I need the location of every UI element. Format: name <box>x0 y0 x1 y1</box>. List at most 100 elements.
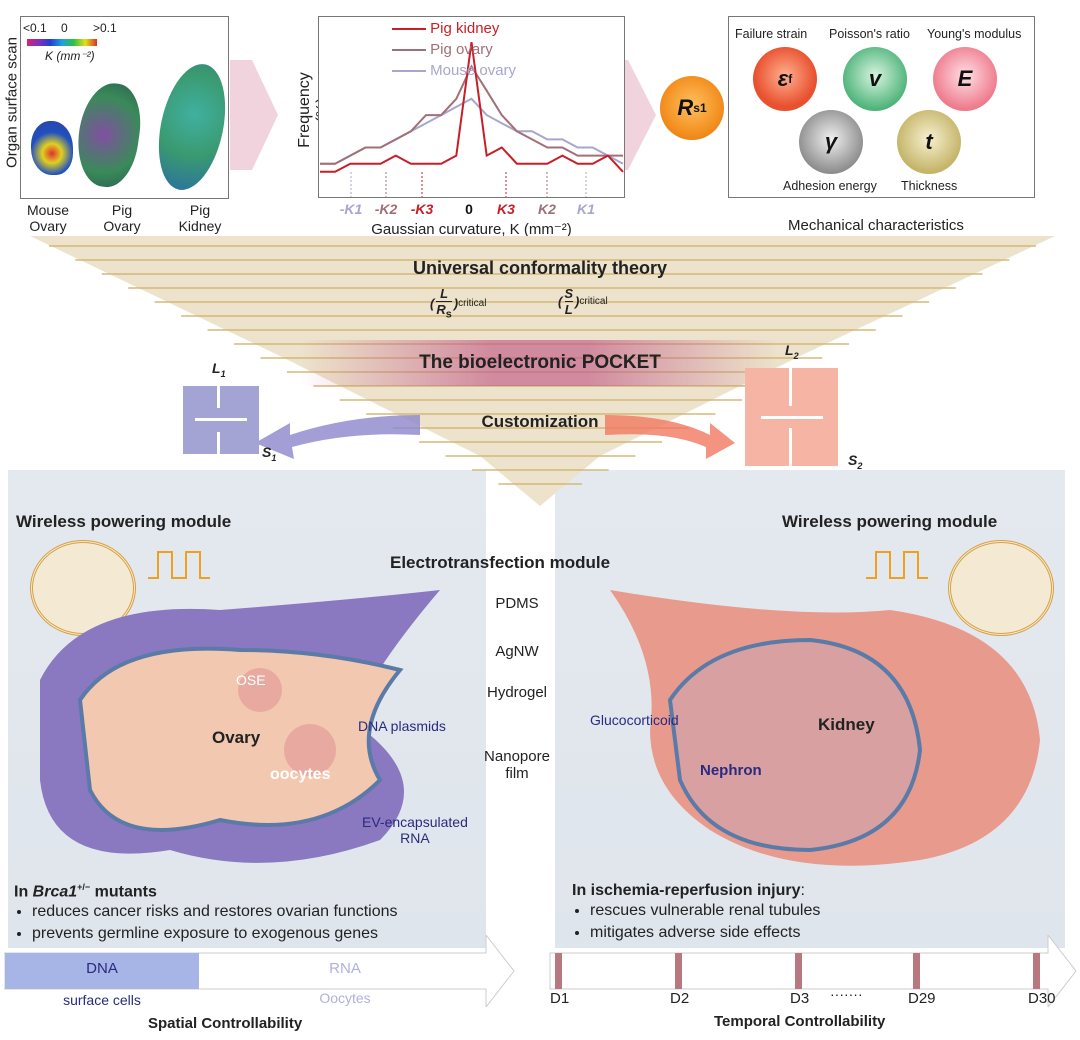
tick-label-k2: K2 <box>538 201 556 217</box>
device-right-L: L2 <box>785 342 799 361</box>
kidney-illustration <box>610 590 1040 866</box>
mechanical-caption: Mechanical characteristics <box>788 217 964 234</box>
pulse-icon <box>866 551 928 579</box>
surface-cells-label: surface cells <box>63 992 141 1008</box>
right-bullet: rescues vulnerable renal tubules <box>590 900 820 922</box>
arrow-left-icon <box>255 415 420 459</box>
right-findings: In ischemia-reperfusion injury: rescues … <box>572 882 820 944</box>
arrow-right-icon <box>605 415 735 459</box>
tick-label-k3: K3 <box>497 201 515 217</box>
temporal-caption: Temporal Controllability <box>714 1013 886 1030</box>
organ-scan-box: <0.1 0 >0.1 K (mm⁻²) <box>20 16 236 199</box>
theory-title: Universal conformality theory <box>412 258 668 278</box>
colorbar-max: >0.1 <box>93 21 117 35</box>
day-label: D29 <box>908 990 936 1007</box>
label-poissons-ratio: Poisson's ratio <box>829 27 910 41</box>
tick-label-zero: 0 <box>465 201 473 217</box>
organ-label-pig-kidney: Pig Kidney <box>178 202 222 235</box>
scan-axis-label: Organ surface scan <box>3 37 21 168</box>
customization-label: Customization <box>481 412 599 431</box>
kidney-label: Kidney <box>818 715 875 734</box>
legend-item-pig-kidney: Pig kidney <box>392 18 516 39</box>
colorbar-mid: 0 <box>61 21 68 35</box>
day-label: D3 <box>790 990 810 1007</box>
layer-pdms: PDMS <box>495 595 539 612</box>
right-wireless-title: Wireless powering module <box>782 512 998 531</box>
mouse-ovary-scan <box>31 121 73 175</box>
layer-agnw: AgNW <box>495 643 539 660</box>
rs1-sub: s1 <box>693 101 707 115</box>
mechanical-box: Failure strain Poisson's ratio Young's m… <box>728 16 1035 198</box>
timeline-marker <box>555 953 562 989</box>
pig-ovary-scan <box>72 79 146 191</box>
tick-label-neg-k3: -K3 <box>410 201 434 217</box>
label-youngs-modulus: Young's modulus <box>927 27 1022 41</box>
organ-label-mouse-ovary: Mouse Ovary <box>26 202 70 235</box>
spatial-caption: Spatial Controllability <box>148 1015 303 1032</box>
device-left <box>183 386 259 454</box>
label-thickness: Thickness <box>901 179 958 193</box>
timeline-marker <box>675 953 682 989</box>
right-coil-icon <box>948 540 1054 636</box>
chevron-arrow-icon <box>230 60 278 170</box>
dna-plasmids-label: DNA plasmids <box>358 718 446 734</box>
tick-label-neg-k2: -K2 <box>374 201 398 217</box>
layer-hydrogel: Hydrogel <box>486 684 548 701</box>
timeline-marker <box>913 953 920 989</box>
legend-item-pig-ovary: Pig ovary <box>392 39 516 60</box>
left-bullet: prevents germline exposure to exogenous … <box>32 923 398 945</box>
chart-ticks: -K1 -K2 -K3 0 K3 K2 K1 <box>318 201 625 221</box>
legend-item-mouse-ovary: Mouse ovary <box>392 60 516 81</box>
device-right <box>745 368 838 466</box>
nephron-label: Nephron <box>700 762 762 779</box>
organ-label-pig-ovary: Pig Ovary <box>103 202 141 235</box>
pocket-banner: The bioelectronic POCKET <box>300 340 780 386</box>
left-findings-heading: In Brca1+/− mutants <box>14 882 157 901</box>
right-findings-heading: In ischemia-reperfusion injury: <box>572 882 805 899</box>
right-bullet: mitigates adverse side effects <box>590 922 820 944</box>
dna-label: DNA <box>86 960 118 977</box>
device-right-S: S2 <box>848 452 863 471</box>
day-label: D1 <box>550 990 570 1007</box>
timeline-days: D1 D2 D3 D29 D30 <box>548 990 1078 1010</box>
label-adhesion-energy: Adhesion energy <box>783 179 877 193</box>
left-bullet: reduces cancer risks and restores ovaria… <box>32 901 398 923</box>
ev-rna-label: EV-encapsulated RNA <box>362 814 468 846</box>
colorbar-min: <0.1 <box>23 21 47 35</box>
spatial-arrow <box>4 935 515 1007</box>
device-left-S: S1 <box>262 444 277 463</box>
device-left-L: L1 <box>212 360 226 379</box>
left-wireless-title: Wireless powering module <box>16 512 232 531</box>
curvature-chart <box>318 16 625 198</box>
poissons-ratio-ball: v <box>843 47 907 111</box>
tick-label-k1: K1 <box>577 201 595 217</box>
thickness-ball: t <box>897 110 961 174</box>
timeline-marker <box>1033 953 1040 989</box>
left-findings: In Brca1+/− mutants reduces cancer risks… <box>14 882 398 945</box>
youngs-modulus-ball: E <box>933 47 997 111</box>
temporal-arrow <box>549 935 1077 1007</box>
pig-kidney-scan <box>148 57 236 197</box>
adhesion-energy-ball: γ <box>799 110 863 174</box>
label-failure-strain: Failure strain <box>735 27 808 41</box>
colorbar-unit: K (mm⁻²) <box>45 49 95 63</box>
ovary-illustration <box>40 590 440 863</box>
ratio-l-over-rs: ( L Rs) critical <box>430 286 487 321</box>
timeline-marker <box>795 953 802 989</box>
chart-legend: Pig kidney Pig ovary Mouse ovary <box>392 18 516 81</box>
ratio-s-over-l: ( S L) critical <box>558 286 608 317</box>
ose-label: OSE <box>236 672 266 688</box>
chart-xlabel: Gaussian curvature, K (mm⁻²) <box>371 221 572 238</box>
tick-label-neg-k1: -K1 <box>339 201 363 217</box>
day-label: D30 <box>1028 990 1056 1007</box>
series-line-pig-kidney <box>320 41 624 173</box>
pulse-icon <box>148 551 210 579</box>
rs1-symbol: R <box>677 95 694 120</box>
oocytes-bar-label: Oocytes <box>319 990 371 1006</box>
ovary-label: Ovary <box>212 728 261 747</box>
colorbar <box>27 39 97 46</box>
oocytes-label: oocytes <box>270 766 331 783</box>
